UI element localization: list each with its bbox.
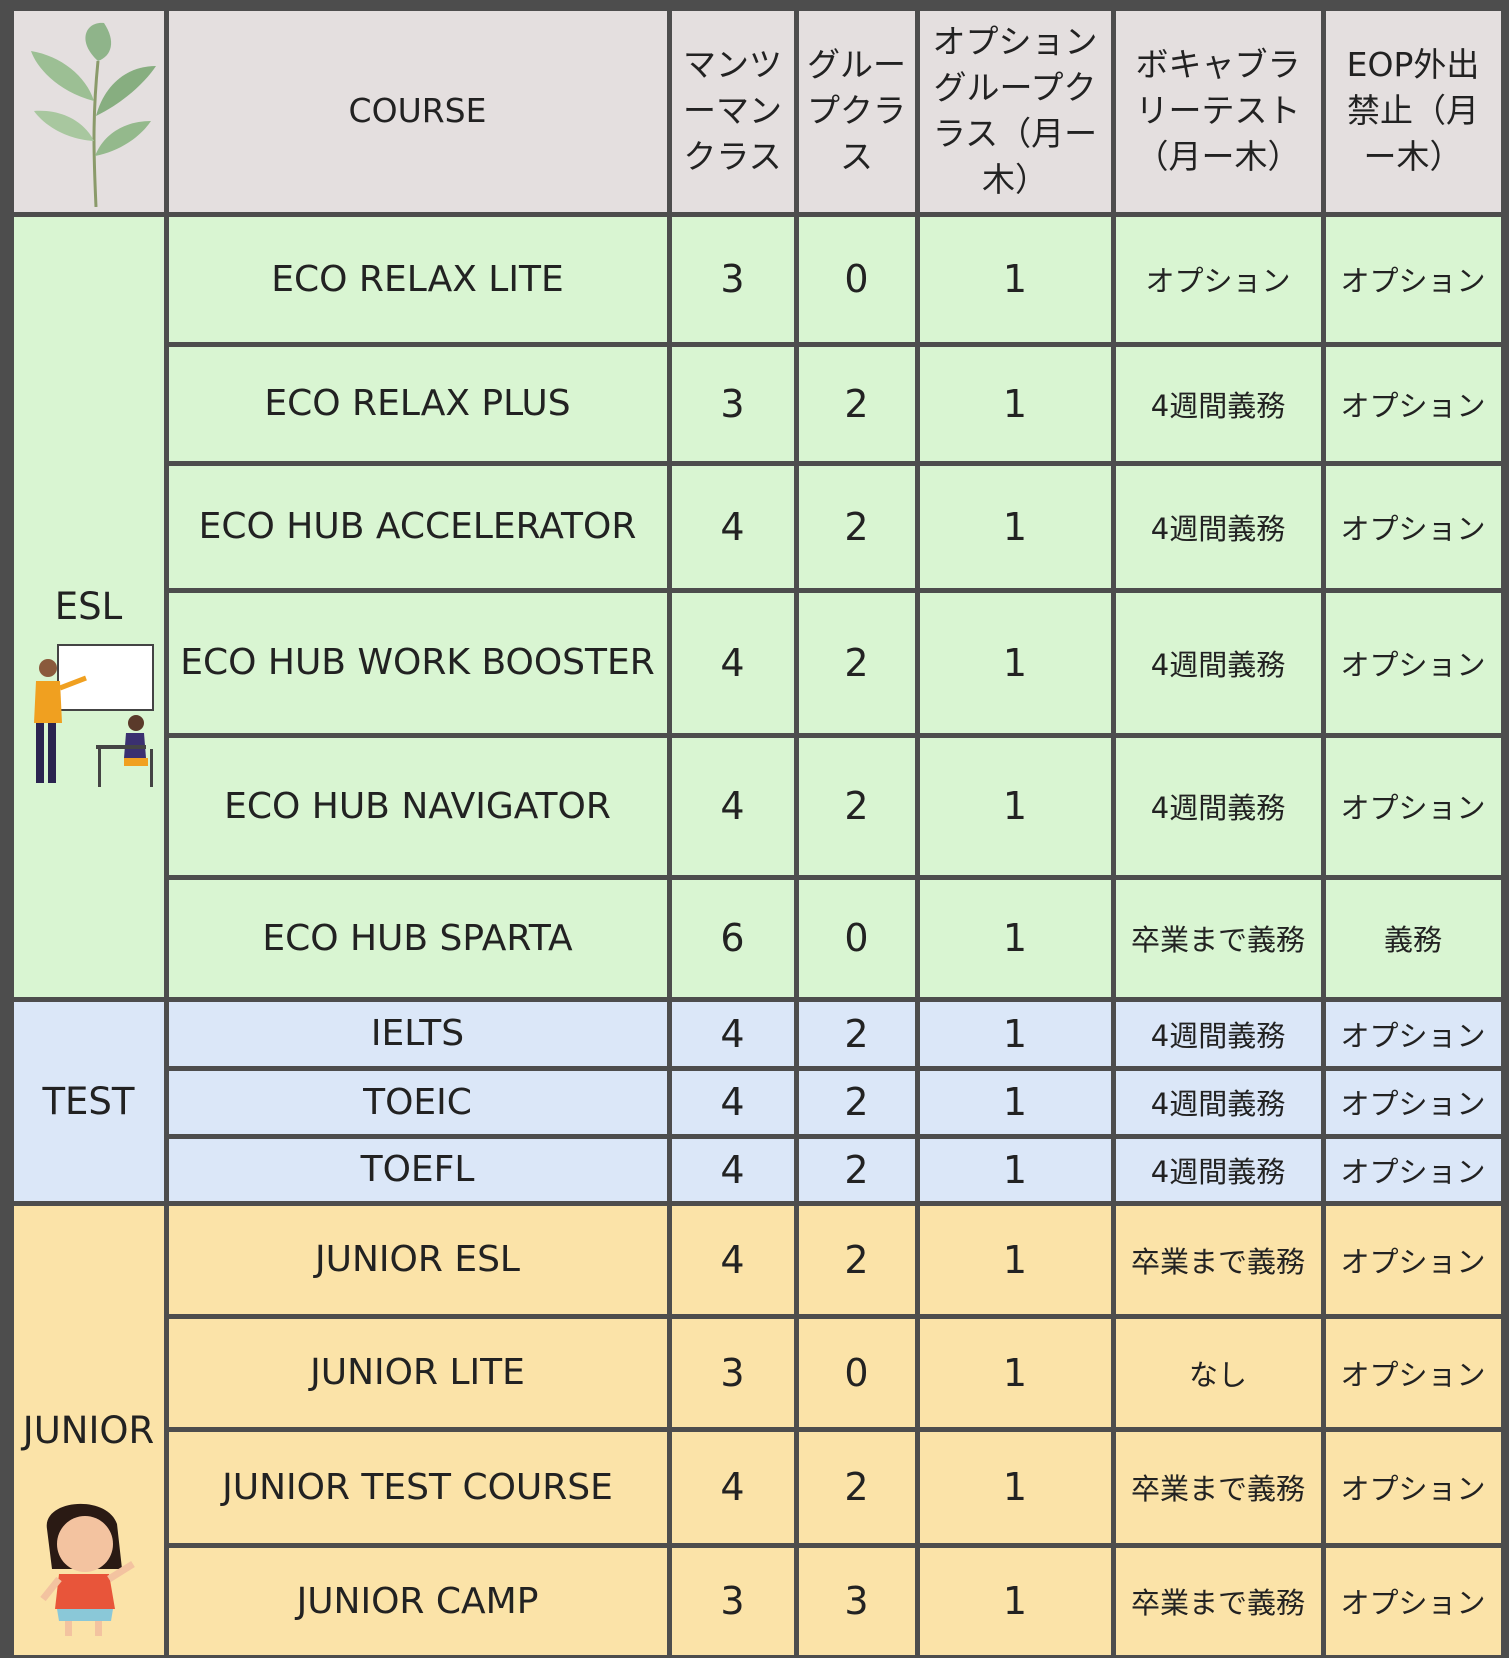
course-name: ECO HUB NAVIGATOR xyxy=(168,737,667,875)
table-cell: 4週間義務 xyxy=(1115,465,1321,588)
course-name: JUNIOR TEST COURSE xyxy=(168,1431,667,1543)
table-cell: 4 xyxy=(671,737,794,875)
table-cell: 3 xyxy=(671,1318,794,1427)
table-cell: 1 xyxy=(919,1547,1111,1655)
course-name: IELTS xyxy=(168,1001,667,1066)
table-cell: 2 xyxy=(798,592,915,733)
table-cell: 1 xyxy=(919,1431,1111,1543)
table-cell: オプション xyxy=(1325,216,1501,342)
table-cell: 2 xyxy=(798,1070,915,1134)
course-name: ECO HUB WORK BOOSTER xyxy=(168,592,667,733)
table-cell: 4週間義務 xyxy=(1115,346,1321,461)
table-cell: 義務 xyxy=(1325,879,1501,997)
table-cell: 卒業まで義務 xyxy=(1115,1205,1321,1314)
table-cell: 3 xyxy=(671,1547,794,1655)
table-cell: 2 xyxy=(798,346,915,461)
table-cell: 卒業まで義務 xyxy=(1115,1547,1321,1655)
table-cell: 4 xyxy=(671,1205,794,1314)
table-cell: 2 xyxy=(798,1001,915,1066)
table-cell: 4 xyxy=(671,465,794,588)
table-cell: オプション xyxy=(1325,1138,1501,1201)
table-cell: オプション xyxy=(1325,1547,1501,1655)
table-cell: 0 xyxy=(798,879,915,997)
table-cell: 3 xyxy=(671,346,794,461)
table-cell: 1 xyxy=(919,346,1111,461)
table-cell: 4 xyxy=(671,1001,794,1066)
table-cell: 1 xyxy=(919,1318,1111,1427)
group-label: ESL xyxy=(13,216,164,997)
course-name: ECO RELAX PLUS xyxy=(168,346,667,461)
table-cell: 1 xyxy=(919,216,1111,342)
table-cell: 0 xyxy=(798,1318,915,1427)
table-cell: 1 xyxy=(919,1070,1111,1134)
table-cell: オプション xyxy=(1325,1431,1501,1543)
table-cell: 4週間義務 xyxy=(1115,1070,1321,1134)
table-cell: 4 xyxy=(671,592,794,733)
table-cell: 1 xyxy=(919,1205,1111,1314)
table-cell: オプション xyxy=(1325,346,1501,461)
header-cell: COURSE xyxy=(168,10,667,212)
teacher-illustration xyxy=(34,644,154,787)
table-cell: 2 xyxy=(798,1431,915,1543)
table-cell: 4週間義務 xyxy=(1115,1001,1321,1066)
table-cell: なし xyxy=(1115,1318,1321,1427)
table-cell: 2 xyxy=(798,1138,915,1201)
table-cell: 卒業まで義務 xyxy=(1115,879,1321,997)
table-cell: 3 xyxy=(798,1547,915,1655)
leaf-illustration xyxy=(31,22,156,207)
table-cell: 6 xyxy=(671,879,794,997)
table-cell: オプション xyxy=(1325,1001,1501,1066)
table-cell: オプション xyxy=(1325,1070,1501,1134)
table-cell: 2 xyxy=(798,737,915,875)
header-cell: オプショングループクラス（月ー木） xyxy=(919,10,1111,212)
table-cell: オプション xyxy=(1325,1318,1501,1427)
table-cell: 1 xyxy=(919,879,1111,997)
table-cell: 4週間義務 xyxy=(1115,737,1321,875)
table-cell: 1 xyxy=(919,1138,1111,1201)
table-cell: 1 xyxy=(919,592,1111,733)
table-cell: 4 xyxy=(671,1431,794,1543)
course-name: ECO HUB SPARTA xyxy=(168,879,667,997)
header-cell: EOP外出禁止（月ー木） xyxy=(1325,10,1501,212)
table-cell: 2 xyxy=(798,465,915,588)
table-cell: 4週間義務 xyxy=(1115,1138,1321,1201)
table-cell: 1 xyxy=(919,737,1111,875)
header-cell: グループクラス xyxy=(798,10,915,212)
course-name: TOEFL xyxy=(168,1138,667,1201)
course-name: JUNIOR LITE xyxy=(168,1318,667,1427)
course-name: JUNIOR ESL xyxy=(168,1205,667,1314)
table-cell: 4週間義務 xyxy=(1115,592,1321,733)
child-illustration xyxy=(40,1503,135,1636)
table-cell: オプション xyxy=(1115,216,1321,342)
header-cell: ボキャブラリーテスト（月ー木） xyxy=(1115,10,1321,212)
table-cell: オプション xyxy=(1325,465,1501,588)
table-cell: 0 xyxy=(798,216,915,342)
course-name: TOEIC xyxy=(168,1070,667,1134)
table-cell: 1 xyxy=(919,1001,1111,1066)
table-cell: 卒業まで義務 xyxy=(1115,1431,1321,1543)
course-name: ECO HUB ACCELERATOR xyxy=(168,465,667,588)
table-cell: 1 xyxy=(919,465,1111,588)
course-name: ECO RELAX LITE xyxy=(168,216,667,342)
table-cell: オプション xyxy=(1325,1205,1501,1314)
table-cell: 4 xyxy=(671,1138,794,1201)
table-cell: 2 xyxy=(798,1205,915,1314)
table-cell: 4 xyxy=(671,1070,794,1134)
header-cell: マンツーマンクラス xyxy=(671,10,794,212)
group-label: TEST xyxy=(13,1001,164,1201)
table-cell: オプション xyxy=(1325,592,1501,733)
table-cell: 3 xyxy=(671,216,794,342)
table-cell: オプション xyxy=(1325,737,1501,875)
course-name: JUNIOR CAMP xyxy=(168,1547,667,1655)
